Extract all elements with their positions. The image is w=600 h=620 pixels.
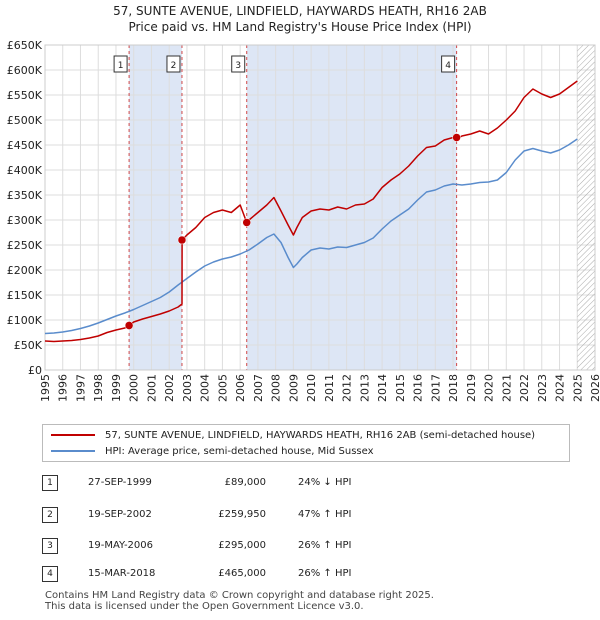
y-tick-label: £250K bbox=[7, 239, 43, 252]
footer-licence: This data is licensed under the Open Gov… bbox=[45, 601, 364, 612]
transaction-price: £465,000 bbox=[218, 568, 266, 579]
sale-label-box bbox=[113, 55, 128, 73]
sale-point bbox=[177, 235, 187, 245]
x-tick-label: 2022 bbox=[518, 374, 531, 402]
transaction-price: £259,950 bbox=[218, 509, 266, 520]
x-tick-label: 2007 bbox=[252, 374, 265, 402]
sale-label-box bbox=[231, 55, 246, 73]
x-tick-label: 2004 bbox=[199, 374, 212, 402]
chart-title: 57, SUNTE AVENUE, LINDFIELD, HAYWARDS HE… bbox=[113, 4, 487, 18]
sale-label-box bbox=[166, 55, 181, 73]
transaction-price: £89,000 bbox=[224, 477, 266, 488]
transaction-hpi: 26% ↑ HPI bbox=[298, 568, 352, 579]
x-tick-label: 2008 bbox=[270, 374, 283, 402]
y-tick-label: £350K bbox=[7, 189, 43, 202]
x-tick-label: 2019 bbox=[465, 374, 478, 402]
y-tick-label: £150K bbox=[7, 289, 43, 302]
chart-subtitle: Price paid vs. HM Land Registry's House … bbox=[128, 20, 472, 34]
sale-label: 2 bbox=[171, 61, 177, 71]
x-tick-label: 2016 bbox=[412, 374, 425, 402]
plot-border bbox=[44, 44, 596, 371]
price-chart: 1 2 3 4 £0 £50K £100K £150K £200K £250K £300K £350K… bbox=[7, 39, 600, 402]
x-tick-label: 2000 bbox=[128, 374, 141, 402]
transaction-date: 27-SEP-1999 bbox=[88, 477, 152, 488]
x-tick-label: 2015 bbox=[394, 374, 407, 402]
x-tick-label: 1995 bbox=[39, 374, 52, 402]
y-tick-label: £300K bbox=[7, 214, 43, 227]
x-tick-label: 2001 bbox=[145, 374, 158, 402]
legend-swatch-property bbox=[51, 434, 95, 436]
x-tick-label: 1996 bbox=[57, 374, 70, 402]
x-tick-label: 2011 bbox=[323, 374, 336, 402]
footer: Contains HM Land Registry data © Crown c… bbox=[45, 590, 434, 612]
x-tick-label: 2006 bbox=[234, 374, 247, 402]
transaction-hpi: 47% ↑ HPI bbox=[298, 509, 352, 520]
sale-label-box bbox=[441, 55, 456, 73]
transaction-date: 19-SEP-2002 bbox=[88, 509, 152, 520]
x-tick-label: 2013 bbox=[358, 374, 371, 402]
sale-label: 1 bbox=[118, 61, 124, 71]
x-tick-label: 1998 bbox=[92, 374, 105, 402]
x-tick-label: 2005 bbox=[216, 374, 229, 402]
transaction-hpi: 26% ↑ HPI bbox=[298, 540, 352, 551]
y-tick-label: £450K bbox=[7, 139, 43, 152]
y-tick-label: £200K bbox=[7, 264, 43, 277]
y-tick-label: £650K bbox=[7, 39, 43, 52]
sale-point bbox=[124, 321, 134, 330]
forecast-hatch bbox=[577, 45, 595, 370]
y-tick-label: £600K bbox=[7, 64, 43, 77]
y-tick-label: £0 bbox=[28, 364, 42, 377]
x-tick-label: 2003 bbox=[181, 374, 194, 402]
legend-label-hpi: HPI: Average price, semi-detached house,… bbox=[105, 445, 374, 457]
x-tick-label: 2021 bbox=[500, 374, 513, 402]
transaction-number: 3 bbox=[42, 538, 58, 554]
x-tick-label: 2017 bbox=[429, 374, 442, 402]
legend-swatch-hpi bbox=[51, 450, 95, 452]
y-tick-label: £50K bbox=[14, 339, 43, 352]
footer-copyright: Contains HM Land Registry data © Crown c… bbox=[45, 590, 434, 601]
sale-point bbox=[452, 133, 461, 142]
x-tick-label: 1999 bbox=[110, 374, 123, 402]
transaction-hpi: 24% ↓ HPI bbox=[298, 477, 352, 488]
x-tick-label: 2023 bbox=[536, 374, 549, 402]
transaction-number: 2 bbox=[42, 507, 58, 523]
sale-label: 3 bbox=[235, 61, 241, 71]
transaction-number: 1 bbox=[42, 475, 58, 491]
legend: 57, SUNTE AVENUE, LINDFIELD, HAYWARDS HE… bbox=[42, 424, 570, 462]
transaction-date: 15-MAR-2018 bbox=[88, 568, 156, 579]
x-tick-label: 1997 bbox=[74, 374, 87, 402]
x-tick-label: 2009 bbox=[287, 374, 300, 402]
x-tick-label: 2012 bbox=[341, 374, 354, 402]
hpi-line bbox=[44, 138, 578, 335]
transaction-date: 19-MAY-2006 bbox=[88, 540, 154, 551]
legend-label-property: 57, SUNTE AVENUE, LINDFIELD, HAYWARDS HE… bbox=[105, 429, 536, 441]
property-price-line bbox=[44, 80, 578, 343]
sale-label: 4 bbox=[445, 61, 451, 71]
x-tick-label: 2026 bbox=[589, 374, 600, 402]
x-tick-label: 2020 bbox=[483, 374, 496, 402]
y-tick-label: £550K bbox=[7, 89, 43, 102]
legend-item-property: 57, SUNTE AVENUE, LINDFIELD, HAYWARDS HE… bbox=[51, 427, 535, 443]
transaction-price: £295,000 bbox=[218, 540, 266, 551]
transaction-number: 4 bbox=[42, 566, 58, 582]
x-tick-label: 2010 bbox=[305, 374, 318, 402]
legend-item-hpi: HPI: Average price, semi-detached house,… bbox=[51, 443, 374, 459]
sale-point bbox=[242, 218, 251, 227]
y-tick-label: £400K bbox=[7, 164, 43, 177]
x-tick-label: 2018 bbox=[447, 374, 460, 402]
x-tick-label: 2014 bbox=[376, 374, 389, 402]
x-tick-label: 2025 bbox=[571, 374, 584, 402]
x-tick-label: 2024 bbox=[554, 374, 567, 402]
y-tick-label: £500K bbox=[7, 114, 43, 127]
y-tick-label: £100K bbox=[7, 314, 43, 327]
x-tick-label: 2002 bbox=[163, 374, 176, 402]
